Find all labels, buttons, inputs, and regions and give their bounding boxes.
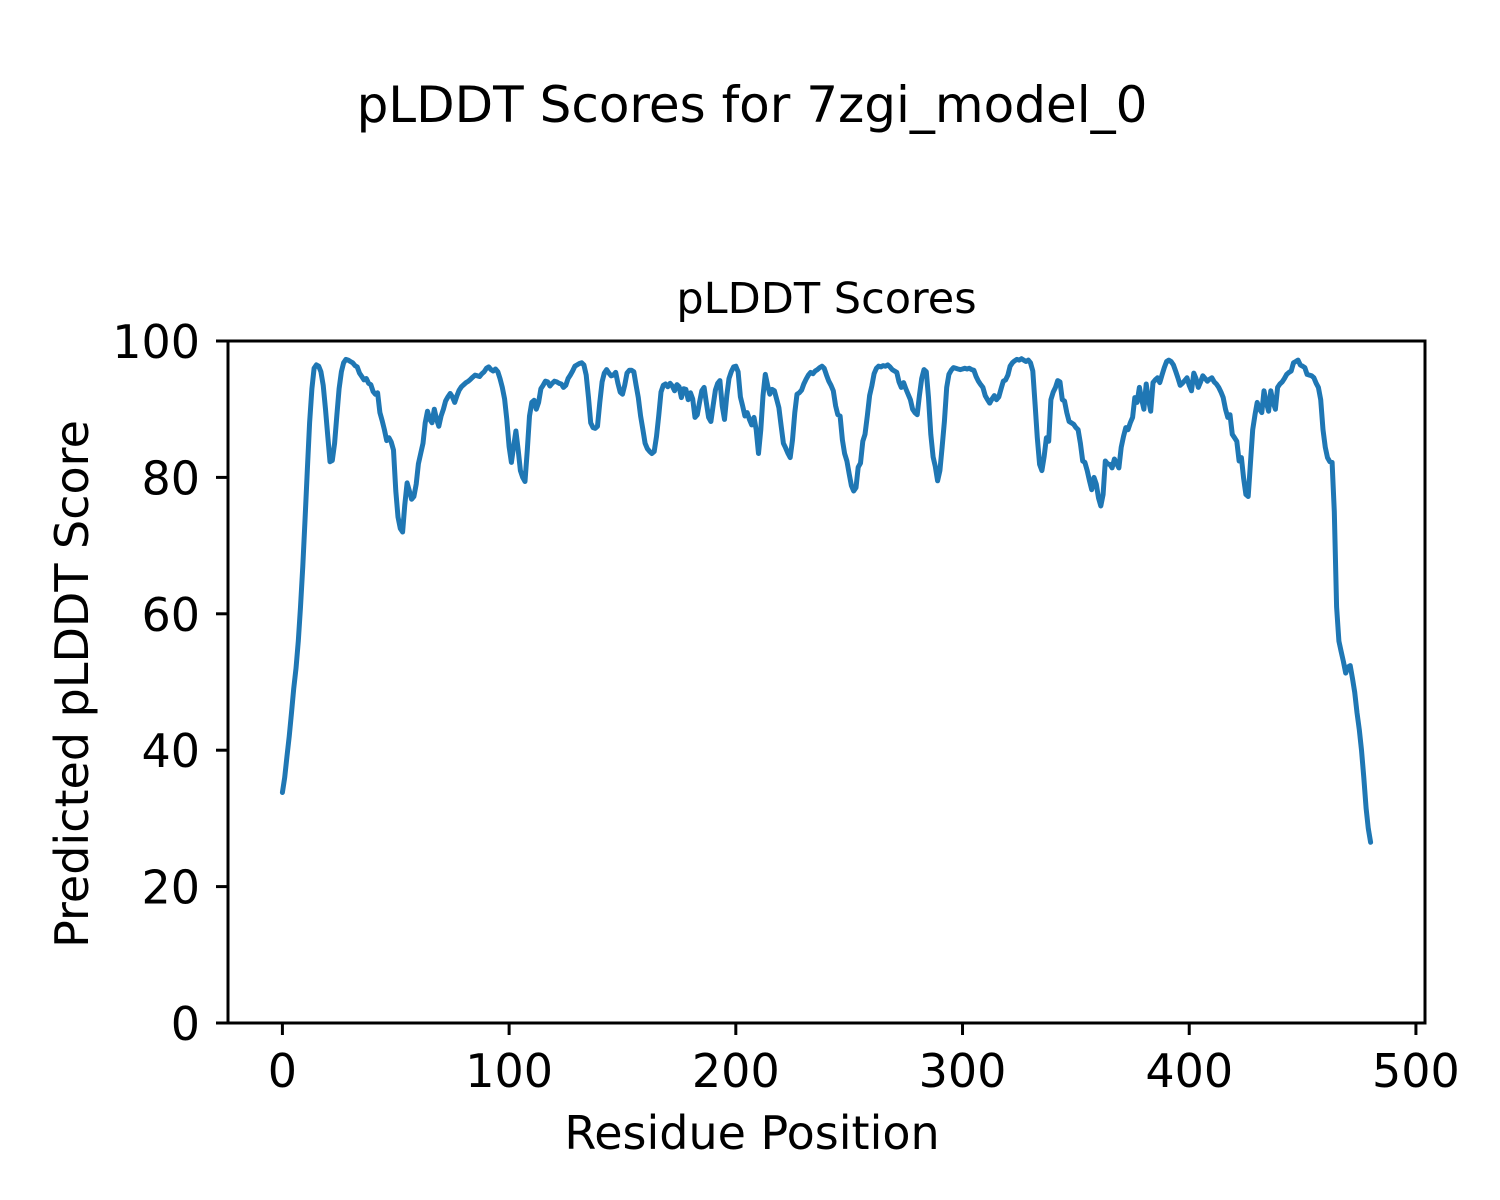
x-tick-label-2: 200 [692, 1044, 780, 1098]
x-tick-label-5: 500 [1372, 1044, 1460, 1098]
axes-spines [226, 339, 1427, 1025]
figure-title: pLDDT Scores for 7zgi_model_0 [356, 76, 1148, 134]
y-tick-label-2: 40 [141, 724, 200, 778]
plddt-line [279, 356, 1374, 845]
x-axis-label: Residue Position [564, 1106, 940, 1160]
x-tick-label-1: 100 [465, 1044, 553, 1098]
x-tick-label-3: 300 [919, 1044, 1007, 1098]
y-tick-label-4: 80 [141, 451, 200, 505]
y-axis-label: Predicted pLDDT Score [45, 420, 99, 948]
axes-title: pLDDT Scores [676, 274, 977, 324]
y-tick-label-3: 60 [141, 588, 200, 642]
y-tick-label-0: 0 [171, 997, 200, 1051]
x-tick-label-0: 0 [268, 1044, 297, 1098]
x-tick-label-4: 400 [1145, 1044, 1233, 1098]
y-tick-label-1: 20 [141, 861, 200, 915]
y-tick-label-5: 100 [112, 315, 200, 369]
